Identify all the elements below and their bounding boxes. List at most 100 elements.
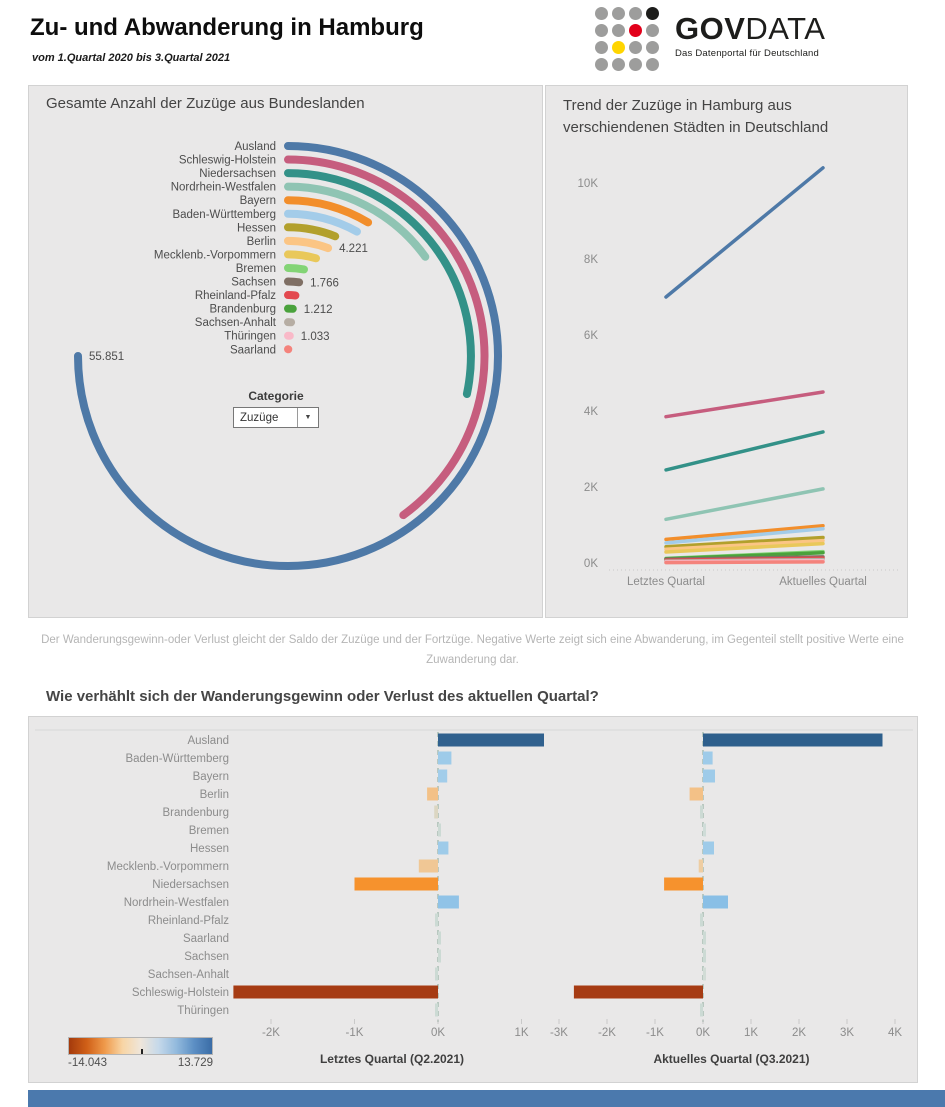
- saldo-bar-Saarland[interactable]: [438, 931, 441, 945]
- trend-line-Saarland[interactable]: [664, 560, 825, 565]
- saldo-bar-Saarland[interactable]: [703, 931, 706, 945]
- radial-category-label: Bremen: [236, 263, 276, 275]
- saldo-bar-Sachsen-Anhalt[interactable]: [435, 967, 438, 981]
- x-tick-label: -2K: [262, 1027, 280, 1039]
- radial-arc-Schleswig-Holstein[interactable]: [284, 155, 489, 520]
- left-panel-title: Gesamte Anzahl der Zuzüge aus Bundesland…: [46, 95, 365, 112]
- radial-arc-Bremen[interactable]: [284, 263, 308, 274]
- logo-dot-icon: [612, 41, 625, 54]
- radial-category-label: Niedersachsen: [199, 168, 276, 180]
- x-tick-label: 2K: [792, 1027, 806, 1039]
- y-tick-label: 8K: [584, 254, 598, 266]
- saldo-bar-Bremen[interactable]: [703, 823, 706, 837]
- saldo-bar-Rheinland-Pfalz[interactable]: [435, 913, 438, 927]
- trend-line-Niedersachsen[interactable]: [664, 430, 825, 472]
- bar-category-label: Bayern: [193, 771, 229, 783]
- saldo-bar-Hessen[interactable]: [438, 841, 449, 855]
- saldo-bar-Thüringen[interactable]: [435, 1003, 438, 1017]
- saldo-bar-Schleswig-Holstein[interactable]: [233, 985, 438, 999]
- saldo-bar-Bremen[interactable]: [438, 823, 441, 837]
- radial-arc-Niedersachsen[interactable]: [284, 169, 475, 398]
- radial-category-label: Sachsen-Anhalt: [195, 317, 277, 329]
- categorie-dropdown[interactable]: Zuzüge ▼: [233, 407, 319, 428]
- legend-max-label: 13.729: [177, 1057, 213, 1069]
- saldo-bar-Sachsen[interactable]: [438, 949, 441, 963]
- radial-value-label: 4.221: [339, 243, 368, 255]
- radial-category-label: Baden-Württemberg: [172, 209, 276, 221]
- bar-category-label: Nordrhein-Westfalen: [124, 897, 229, 909]
- saldo-bar-Brandenburg[interactable]: [700, 805, 703, 819]
- saldo-bar-Ausland[interactable]: [703, 733, 883, 747]
- radial-arc-Mecklenb.-Vorpommern[interactable]: [284, 250, 320, 263]
- diverging-bar-chart[interactable]: Ausland Baden-Württemberg Bayern Berlin Bran…: [29, 717, 917, 1082]
- radial-arc-Baden-Württemberg[interactable]: [284, 209, 361, 236]
- y-tick-label: 0K: [584, 558, 598, 570]
- saldo-bar-Berlin[interactable]: [427, 787, 438, 801]
- saldo-bar-Bayern[interactable]: [438, 769, 448, 783]
- radial-arc-Nordrhein-Westfalen[interactable]: [284, 182, 430, 261]
- trend-line-Nordrhein-Westfalen[interactable]: [664, 487, 825, 522]
- saldo-bar-Niedersachsen[interactable]: [354, 877, 439, 891]
- trend-line-Ausland[interactable]: [664, 166, 825, 299]
- saldo-bar-Nordrhein-Westfalen[interactable]: [703, 895, 728, 909]
- logo-dot-icon: [646, 7, 659, 20]
- logo-dot-icon: [629, 41, 642, 54]
- footer-bar: [28, 1090, 945, 1107]
- trend-line-Bayern[interactable]: [664, 524, 825, 542]
- radial-arc-Hessen[interactable]: [284, 223, 340, 241]
- saldo-bar-Baden-Württemberg[interactable]: [438, 751, 452, 765]
- radial-value-label: 1.766: [310, 277, 339, 289]
- bar-category-label: Thüringen: [177, 1005, 229, 1017]
- bar-category-label: Bremen: [189, 825, 229, 837]
- legend-labels: -14.043 13.729: [68, 1057, 213, 1069]
- saldo-bar-Rheinland-Pfalz[interactable]: [700, 913, 703, 927]
- trend-line-Mecklenb.-Vorpommern[interactable]: [664, 541, 825, 554]
- trend-line-Schleswig-Holstein[interactable]: [664, 390, 825, 419]
- saldo-bar-Brandenburg[interactable]: [434, 805, 438, 819]
- radial-bar-chart[interactable]: Ausland 55.851 Schleswig-HolsteinNiedersac…: [29, 86, 542, 617]
- logo-dot-icon: [595, 24, 608, 37]
- right-panel-title: Trend der Zuzüge in Hamburg aus verschie…: [563, 97, 829, 136]
- logo-dot-icon: [629, 7, 642, 20]
- saldo-bar-Sachsen[interactable]: [703, 949, 706, 963]
- radial-arc-Berlin[interactable]: [284, 236, 333, 253]
- logo-text-gov: GOV: [675, 11, 746, 46]
- radial-value-label: 55.851: [89, 351, 124, 363]
- radial-arc-Bayern[interactable]: [284, 196, 373, 227]
- saldo-bar-Thüringen[interactable]: [700, 1003, 703, 1017]
- radial-category-label: Sachsen: [231, 277, 276, 289]
- saldo-bar-Hessen[interactable]: [703, 841, 714, 855]
- saldo-bar-Baden-Württemberg[interactable]: [703, 751, 713, 765]
- saldo-bar-Mecklenb.-Vorpommern[interactable]: [698, 859, 703, 873]
- trend-line-Baden-Württemberg[interactable]: [664, 527, 825, 545]
- y-tick-label: 4K: [584, 406, 598, 418]
- categorie-dropdown-value: Zuzüge: [240, 411, 279, 424]
- radial-category-label: Berlin: [247, 236, 276, 248]
- saldo-bar-Mecklenb.-Vorpommern[interactable]: [418, 859, 438, 873]
- saldo-bar-Berlin[interactable]: [689, 787, 703, 801]
- page-title: Zu- und Abwanderung in Hamburg: [30, 14, 424, 41]
- x-tick-label: 0K: [696, 1027, 710, 1039]
- bar-category-label: Rheinland-Pfalz: [148, 915, 229, 927]
- saldo-bar-Niedersachsen[interactable]: [664, 877, 703, 891]
- y-tick-label: 10K: [578, 178, 599, 190]
- saldo-bar-Nordrhein-Westfalen[interactable]: [438, 895, 459, 909]
- x-tick-label: Aktuelles Quartal: [779, 576, 867, 588]
- trend-line-chart[interactable]: 0K 2K 4K 6K 8K 10K Letztes Quartal Aktuelles Qu…: [546, 86, 907, 617]
- logo-dot-icon: [612, 24, 625, 37]
- saldo-bar-Schleswig-Holstein[interactable]: [573, 985, 703, 999]
- x-tick-label: -1K: [346, 1027, 364, 1039]
- radial-category-label: Saarland: [230, 344, 276, 356]
- x-tick-label: 0K: [431, 1027, 445, 1039]
- saldo-bar-Sachsen-Anhalt[interactable]: [703, 967, 706, 981]
- saldo-bar-Ausland[interactable]: [438, 733, 544, 747]
- saldo-bar-Bayern[interactable]: [703, 769, 715, 783]
- dropdown-arrow-icon[interactable]: ▼: [297, 408, 318, 427]
- radial-arc-Ausland[interactable]: [74, 142, 502, 570]
- trend-line-Berlin[interactable]: [664, 538, 825, 552]
- radial-arc-Sachsen[interactable]: [284, 277, 304, 287]
- bar-category-label: Berlin: [200, 789, 229, 801]
- trend-line-Hessen[interactable]: [664, 535, 825, 549]
- radial-value-label: 1.212: [304, 304, 333, 316]
- bar-category-label: Brandenburg: [163, 807, 230, 819]
